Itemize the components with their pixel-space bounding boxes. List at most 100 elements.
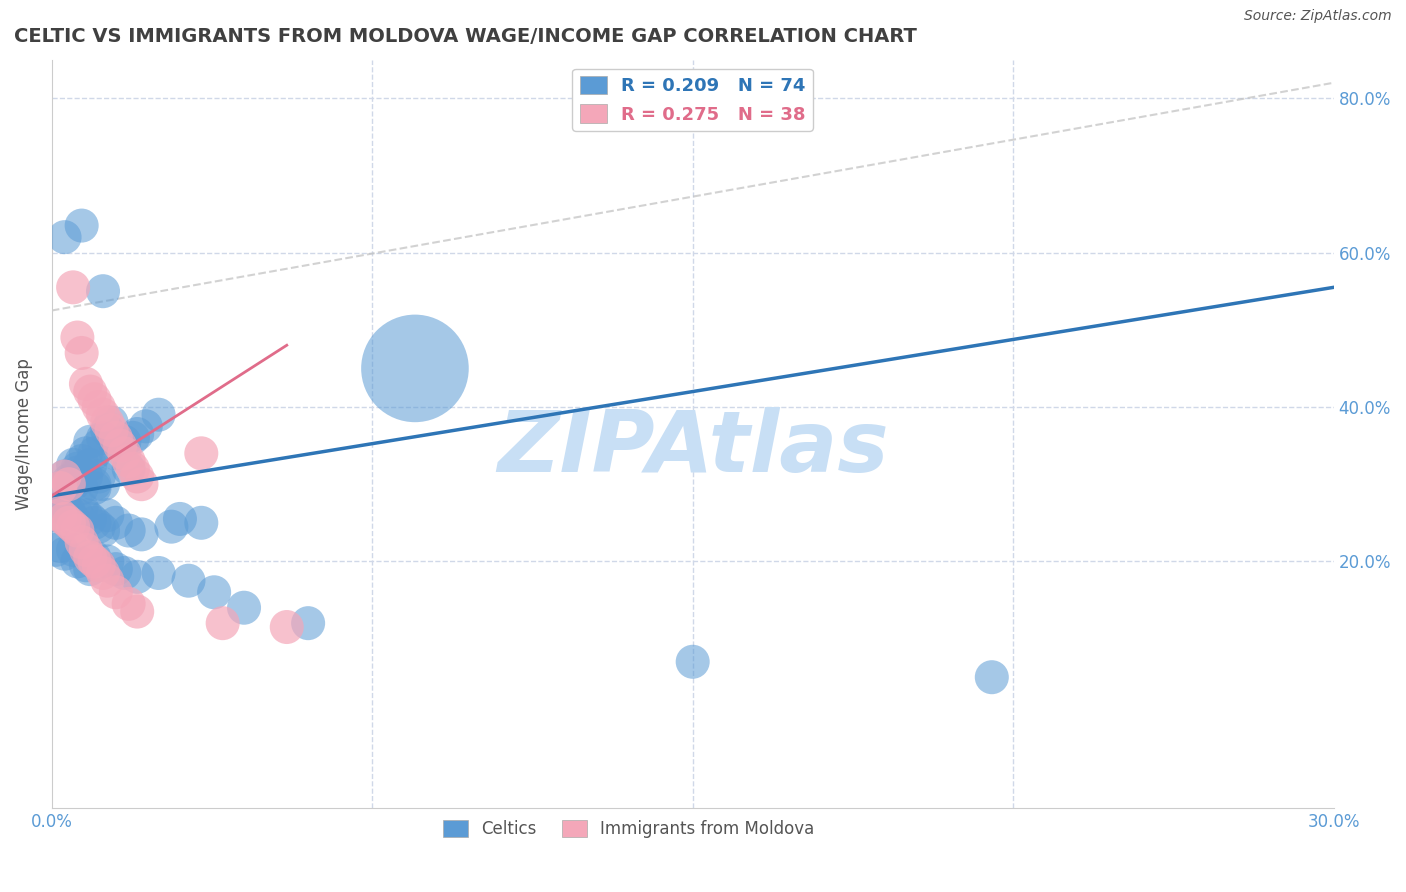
Point — [87, 439, 110, 453]
Point — [83, 446, 105, 460]
Point — [83, 516, 105, 530]
Point — [404, 361, 426, 376]
Point — [91, 284, 114, 298]
Text: Source: ZipAtlas.com: Source: ZipAtlas.com — [1244, 9, 1392, 23]
Point — [100, 423, 122, 437]
Point — [53, 469, 76, 483]
Point — [70, 346, 93, 360]
Point — [980, 670, 1002, 684]
Point — [108, 439, 131, 453]
Point — [53, 230, 76, 244]
Point — [70, 219, 93, 233]
Point — [49, 481, 72, 495]
Point — [66, 462, 89, 476]
Point — [53, 496, 76, 510]
Point — [62, 280, 84, 294]
Point — [122, 431, 145, 445]
Point — [127, 427, 149, 442]
Point — [91, 524, 114, 538]
Point — [108, 439, 131, 453]
Text: ZIPAtlas: ZIPAtlas — [496, 408, 889, 491]
Point — [87, 558, 110, 573]
Point — [96, 508, 118, 522]
Legend: Celtics, Immigrants from Moldova: Celtics, Immigrants from Moldova — [436, 814, 821, 845]
Point — [127, 570, 149, 584]
Point — [91, 408, 114, 422]
Point — [49, 500, 72, 515]
Point — [62, 512, 84, 526]
Point — [87, 519, 110, 533]
Point — [91, 566, 114, 580]
Point — [70, 454, 93, 468]
Point — [96, 416, 118, 430]
Point — [58, 477, 80, 491]
Point — [87, 558, 110, 573]
Point — [83, 554, 105, 568]
Point — [276, 620, 298, 634]
Point — [66, 466, 89, 480]
Point — [233, 600, 256, 615]
Point — [62, 477, 84, 491]
Point — [148, 566, 170, 580]
Point — [104, 446, 127, 460]
Point — [66, 330, 89, 344]
Point — [66, 524, 89, 538]
Point — [87, 469, 110, 483]
Point — [70, 535, 93, 549]
Point — [211, 616, 233, 631]
Point — [83, 477, 105, 491]
Point — [91, 431, 114, 445]
Point — [75, 558, 97, 573]
Point — [96, 574, 118, 588]
Point — [202, 585, 225, 599]
Point — [79, 512, 101, 526]
Point — [297, 616, 319, 631]
Point — [127, 469, 149, 483]
Point — [118, 524, 141, 538]
Point — [118, 462, 141, 476]
Point — [79, 384, 101, 399]
Point — [104, 562, 127, 576]
Point — [62, 458, 84, 472]
Point — [53, 512, 76, 526]
Point — [70, 500, 93, 515]
Point — [190, 516, 212, 530]
Point — [91, 477, 114, 491]
Point — [49, 508, 72, 522]
Point — [118, 597, 141, 611]
Y-axis label: Wage/Income Gap: Wage/Income Gap — [15, 358, 32, 510]
Point — [83, 392, 105, 407]
Point — [58, 473, 80, 487]
Point — [104, 431, 127, 445]
Point — [96, 423, 118, 437]
Point — [66, 554, 89, 568]
Text: CELTIC VS IMMIGRANTS FROM MOLDOVA WAGE/INCOME GAP CORRELATION CHART: CELTIC VS IMMIGRANTS FROM MOLDOVA WAGE/I… — [14, 27, 917, 45]
Point — [104, 585, 127, 599]
Point — [79, 550, 101, 565]
Point — [104, 516, 127, 530]
Point — [62, 519, 84, 533]
Point — [70, 481, 93, 495]
Point — [53, 469, 76, 483]
Point — [131, 527, 153, 541]
Point — [79, 562, 101, 576]
Point — [87, 400, 110, 414]
Point — [75, 446, 97, 460]
Point — [682, 655, 704, 669]
Point — [58, 516, 80, 530]
Point — [169, 512, 191, 526]
Point — [75, 542, 97, 557]
Point — [79, 458, 101, 472]
Point — [96, 554, 118, 568]
Point — [45, 542, 67, 557]
Point — [75, 469, 97, 483]
Point — [62, 542, 84, 557]
Point — [58, 516, 80, 530]
Point — [112, 434, 135, 449]
Point — [75, 508, 97, 522]
Point — [49, 539, 72, 553]
Point — [79, 434, 101, 449]
Point — [53, 547, 76, 561]
Point — [45, 508, 67, 522]
Point — [66, 508, 89, 522]
